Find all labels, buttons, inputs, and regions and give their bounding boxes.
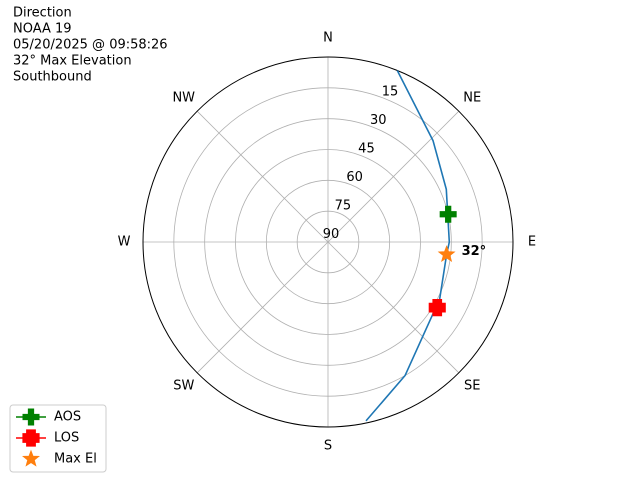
r-tick-label: 60	[346, 170, 363, 185]
legend-label: LOS	[54, 431, 79, 446]
title-line: 05/20/2025 @ 09:58:26	[13, 38, 168, 53]
title-line: 32° Max Elevation	[13, 54, 132, 69]
theta-label: S	[324, 439, 332, 454]
title-line: Direction	[13, 6, 72, 21]
grid-spoke	[327, 241, 460, 374]
marker-x	[428, 299, 446, 317]
r-tick-label: 15	[382, 85, 399, 100]
theta-label: NW	[172, 90, 195, 105]
legend-marker	[22, 449, 40, 467]
theta-label: SW	[173, 379, 194, 394]
r-tick-label: 30	[370, 113, 387, 128]
theta-label: N	[323, 31, 333, 46]
legend-marker	[22, 408, 40, 426]
theta-label: E	[528, 235, 536, 250]
theta-label: NE	[463, 90, 481, 105]
theta-label: SE	[464, 379, 480, 394]
r-tick-label: 90	[323, 227, 340, 242]
legend-label: AOS	[54, 410, 81, 425]
title-line: Southbound	[13, 70, 92, 85]
grid-spoke	[196, 110, 329, 243]
grid-spoke	[196, 241, 329, 374]
marker-star	[437, 245, 456, 263]
theta-label: W	[118, 235, 131, 250]
r-tick-label: 45	[358, 142, 375, 157]
r-tick-label: 75	[335, 199, 352, 214]
annotation: 32°	[462, 244, 487, 259]
marker-plus	[439, 205, 457, 223]
title-line: NOAA 19	[13, 22, 72, 37]
grid-spoke	[327, 110, 460, 243]
legend-marker	[22, 429, 40, 447]
outer-frame	[142, 56, 514, 428]
track-line	[365, 70, 451, 422]
legend-label: Max El	[54, 452, 97, 467]
